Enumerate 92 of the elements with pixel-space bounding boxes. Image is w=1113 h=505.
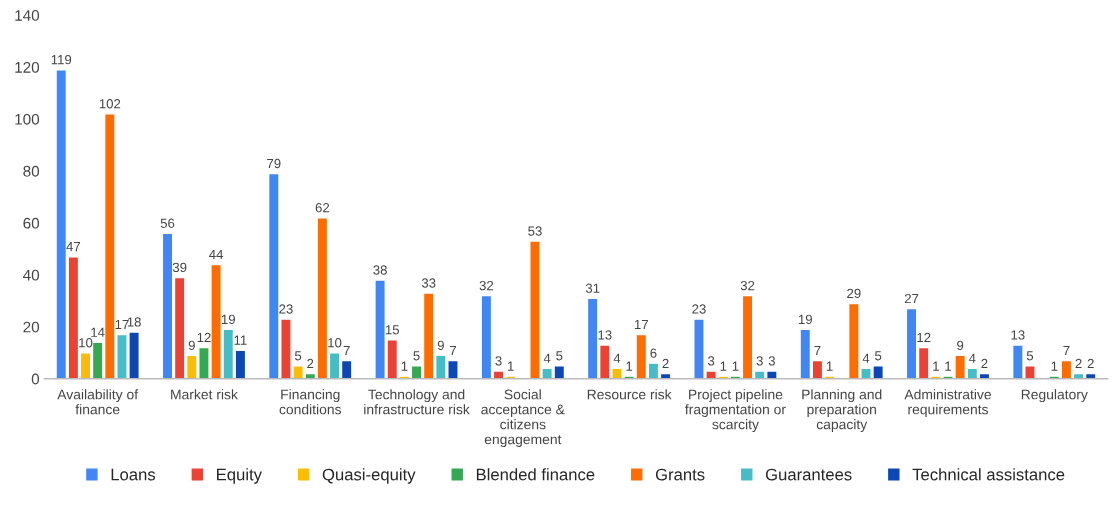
data-label: 4 (613, 353, 621, 363)
data-label: 2 (307, 358, 314, 369)
data-label: 5 (1026, 351, 1034, 361)
data-label: 23 (692, 304, 706, 314)
data-label: 5 (294, 351, 302, 361)
x-tick-label: Market risk (171, 389, 238, 400)
legend-label: Guarantees (765, 468, 852, 481)
data-label: 32 (740, 280, 755, 291)
data-label: 1 (720, 361, 727, 371)
data-label: 3 (707, 356, 715, 366)
data-label: 3 (495, 356, 502, 366)
data-label: 27 (904, 293, 919, 304)
data-label: 6 (650, 348, 657, 358)
data-label: 1 (945, 361, 952, 371)
data-label: 1 (826, 361, 833, 371)
data-label: 13 (1011, 330, 1025, 340)
data-label: 32 (479, 280, 494, 291)
data-label: 9 (957, 340, 964, 350)
data-label: 1 (732, 361, 739, 371)
data-label: 15 (385, 325, 400, 335)
data-label: 23 (279, 304, 293, 314)
x-tick-label: Planning and preparation capacity (802, 389, 882, 433)
x-tick-label: Financing conditions (279, 389, 342, 415)
data-label: 9 (188, 340, 195, 350)
data-label: 4 (862, 353, 870, 363)
data-label: 19 (798, 314, 812, 325)
data-label: 44 (209, 249, 224, 259)
data-label: 11 (234, 335, 247, 345)
legend-label: Grants (655, 468, 705, 481)
y-tick-label: 20 (23, 321, 40, 333)
data-label: 53 (528, 226, 542, 236)
data-label: 18 (127, 317, 141, 327)
data-label: 79 (267, 158, 281, 169)
data-label: 7 (814, 345, 821, 356)
data-label: 1 (401, 361, 408, 371)
data-label: 31 (585, 283, 600, 293)
y-tick-label: 40 (23, 269, 40, 281)
data-label: 1 (1051, 361, 1058, 371)
data-label: 12 (197, 332, 211, 343)
data-label: 33 (421, 278, 436, 288)
data-label: 3 (756, 356, 763, 366)
data-label: 29 (847, 288, 861, 299)
data-label: 5 (875, 351, 882, 361)
data-label: 38 (373, 265, 387, 275)
x-tick-label: Regulatory (1021, 389, 1088, 403)
data-label: 19 (221, 314, 235, 325)
y-tick-label: 120 (15, 61, 40, 73)
data-label: 119 (51, 54, 72, 65)
data-label: 5 (556, 351, 563, 361)
data-label: 4 (968, 353, 976, 363)
data-label: 1 (508, 361, 514, 371)
data-label: 1 (933, 361, 939, 371)
data-label: 102 (99, 99, 121, 109)
x-tick-label: Technology and infrastructure risk (364, 389, 470, 415)
data-label: 39 (172, 262, 187, 273)
data-label: 13 (598, 330, 612, 340)
data-label: 2 (662, 358, 669, 369)
data-label: 4 (543, 353, 551, 363)
data-label: 7 (343, 345, 350, 356)
y-tick-label: 140 (15, 10, 40, 21)
data-label: 10 (79, 338, 93, 348)
x-tick-label: Social acceptance & citizens engagement (481, 389, 565, 447)
y-tick-label: 100 (15, 113, 40, 125)
data-label: 1 (626, 361, 633, 371)
x-tick-label: Availability of finance (57, 389, 139, 415)
data-label: 17 (634, 320, 648, 330)
data-label: 2 (1075, 358, 1082, 369)
data-label: 12 (917, 332, 931, 343)
data-label: 7 (1063, 345, 1070, 356)
y-tick-label: 80 (23, 165, 40, 177)
legend-label: Loans (111, 468, 156, 481)
legend-label: Blended finance (476, 468, 595, 481)
legend-label: Technical assistance (912, 468, 1065, 481)
data-label: 3 (768, 356, 775, 366)
y-tick-label: 60 (23, 217, 40, 229)
data-label: 62 (315, 203, 330, 213)
data-label: 5 (413, 351, 420, 361)
x-tick-label: Resource risk (587, 389, 672, 400)
data-label: 10 (328, 338, 342, 348)
data-label: 56 (160, 218, 175, 228)
data-label: 2 (1087, 358, 1094, 369)
data-label: 2 (981, 358, 988, 369)
data-label: 47 (66, 242, 81, 252)
x-tick-label: Project pipeline fragmentation or scarcity (685, 389, 786, 433)
data-label: 7 (449, 345, 456, 356)
x-tick-label: Administrative requirements (904, 389, 991, 418)
legend-label: Equity (217, 468, 262, 484)
data-label: 14 (91, 327, 105, 337)
data-label: 9 (437, 340, 444, 350)
data-label: 17 (115, 320, 129, 330)
y-tick-label: 0 (31, 373, 40, 385)
legend-label: Quasi-equity (322, 468, 416, 484)
